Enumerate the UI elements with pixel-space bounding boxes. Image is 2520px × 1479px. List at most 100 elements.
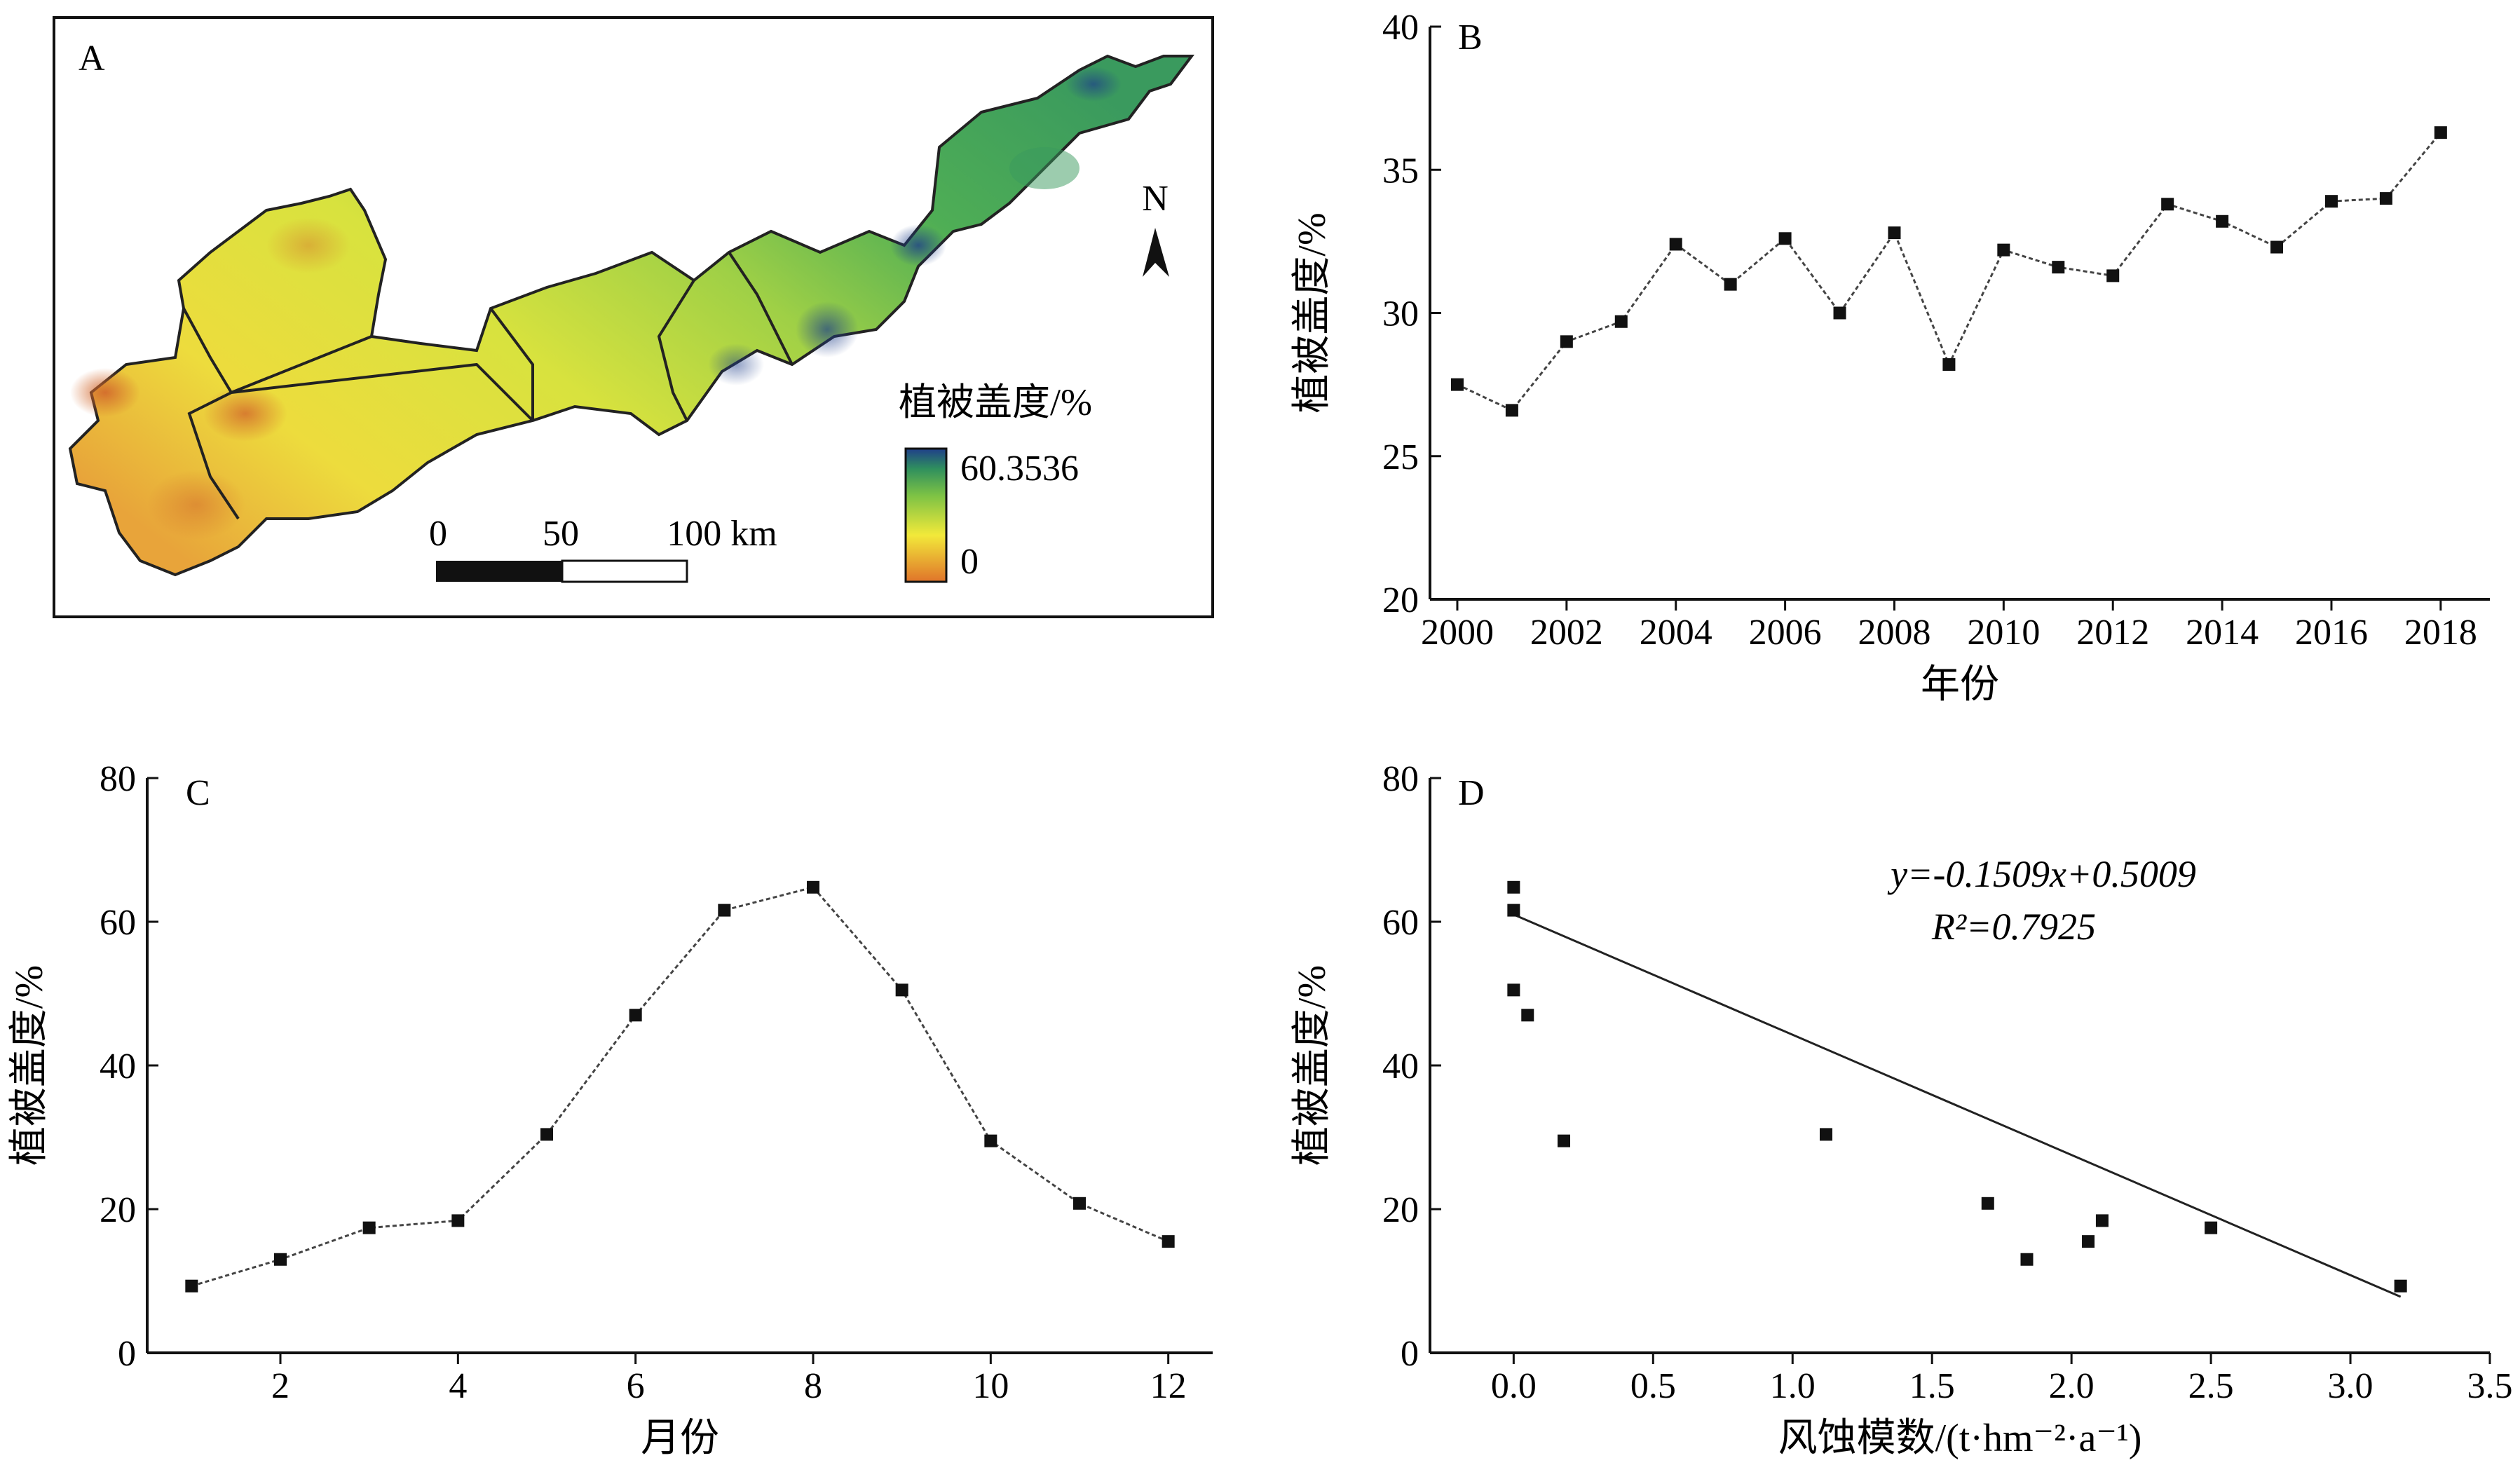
panel-label-c: C <box>186 773 210 813</box>
fit-equation: y=-0.1509x+0.5009 <box>1887 853 2196 895</box>
data-point <box>2434 126 2447 139</box>
y-tick-label: 0 <box>1401 1334 1419 1374</box>
scale-label-50: 50 <box>543 514 579 554</box>
y-tick-label: 40 <box>1382 1047 1419 1086</box>
x-tick-label: 2002 <box>1530 613 1603 653</box>
data-point <box>1507 904 1520 917</box>
data-point <box>2106 269 2120 282</box>
fit-r2: R²=0.7925 <box>1931 906 2096 948</box>
data-point <box>1614 315 1628 328</box>
x-tick-label: 2.5 <box>2188 1366 2234 1406</box>
panel-c-chart: C 0 20 40 60 80 2 4 6 8 10 12 月份 植被盖度/% <box>8 759 1213 1460</box>
y-axis-label: 植被盖度/% <box>1290 212 1334 413</box>
data-point <box>1450 378 1464 391</box>
data-point <box>1981 1197 1994 1210</box>
data-point <box>2394 1279 2407 1293</box>
data-point <box>2095 1214 2109 1227</box>
y-axis-label: 植被盖度/% <box>1290 965 1334 1166</box>
data-point <box>807 880 819 894</box>
data-point <box>2379 192 2392 205</box>
panel-a-map: A N 0 50 100 km 植被盖度/% 60.3536 0 <box>53 16 1214 618</box>
data-point <box>1669 238 1682 251</box>
data-point <box>2161 198 2174 211</box>
panel-label-b: B <box>1458 18 1483 57</box>
data-point <box>895 983 908 997</box>
north-label: N <box>1142 179 1169 219</box>
color-bar <box>904 447 948 583</box>
x-tick-label: 2010 <box>1967 613 2040 653</box>
data-point <box>1505 404 1518 417</box>
x-tick-label: 2018 <box>2404 613 2477 653</box>
x-tick-label: 2014 <box>2186 613 2259 653</box>
data-point <box>2216 214 2229 228</box>
legend-title: 植被盖度/% <box>899 381 1092 423</box>
data-point <box>1507 983 1520 997</box>
data-point <box>1997 243 2010 257</box>
fit-line <box>1513 913 2402 1298</box>
y-tick-label: 40 <box>100 1047 136 1086</box>
x-tick-label: 2008 <box>1858 613 1930 653</box>
x-tick-label: 2004 <box>1640 613 1712 653</box>
data-point <box>1162 1235 1175 1248</box>
x-tick-label: 0.5 <box>1630 1366 1676 1406</box>
district-borders <box>182 251 794 520</box>
scale-label-0: 0 <box>429 514 447 554</box>
data-point <box>1724 278 1737 291</box>
data-point <box>1942 358 1956 372</box>
region-shape <box>68 54 1194 577</box>
x-axis-label: 月份 <box>641 1417 719 1460</box>
y-tick-label: 25 <box>1382 437 1419 477</box>
y-tick-label: 40 <box>1382 8 1419 48</box>
data-point <box>362 1221 376 1234</box>
data-point <box>2020 1253 2034 1266</box>
y-tick-label: 80 <box>1382 759 1419 799</box>
data-point <box>2324 195 2338 208</box>
data-point <box>984 1134 997 1147</box>
panel-d-chart: D y=-0.1509x+0.5009 R²=0.7925 0 20 40 60 80 0… <box>1290 759 2513 1460</box>
y-tick-label: 20 <box>1382 580 1419 620</box>
north-arrow-icon <box>1143 228 1169 277</box>
x-tick-label: 6 <box>627 1366 645 1406</box>
scale-bar-black <box>436 561 562 582</box>
x-tick-label: 12 <box>1150 1366 1187 1406</box>
x-tick-label: 1.5 <box>1909 1366 1955 1406</box>
data-point <box>1833 306 1846 320</box>
panel-label-d: D <box>1458 773 1485 813</box>
y-tick-label: 80 <box>100 759 136 799</box>
scale-bar-white <box>561 559 688 583</box>
x-tick-label: 2006 <box>1749 613 1822 653</box>
data-point <box>1507 880 1520 894</box>
y-tick-label: 20 <box>100 1190 136 1230</box>
x-tick-label: 2012 <box>2076 613 2149 653</box>
x-tick-label: 0.0 <box>1491 1366 1537 1406</box>
legend-min: 0 <box>960 542 979 582</box>
data-point <box>1073 1197 1086 1210</box>
data-point <box>451 1214 465 1227</box>
x-tick-label: 1.0 <box>1770 1366 1816 1406</box>
data-point <box>1778 232 1792 245</box>
data-point <box>629 1009 642 1022</box>
data-point <box>1888 226 1901 240</box>
x-tick-label: 2 <box>271 1366 290 1406</box>
x-tick-label: 4 <box>449 1366 467 1406</box>
x-tick-label: 3.5 <box>2467 1366 2513 1406</box>
data-point <box>1560 335 1573 348</box>
x-axis-label: 风蚀模数/(t·hm⁻²·a⁻¹) <box>1778 1417 2142 1460</box>
data-point <box>2082 1235 2095 1248</box>
panel-b-chart: B 20 25 30 35 40 2000 2002 2004 2006 2008 2010 2012… <box>1290 8 2490 707</box>
data-point <box>2270 240 2284 254</box>
y-axis-label: 植被盖度/% <box>8 965 51 1166</box>
series-line <box>191 886 1169 1288</box>
y-tick-label: 0 <box>118 1334 136 1374</box>
data-point <box>1557 1134 1570 1147</box>
data-point <box>1820 1128 1833 1141</box>
x-tick-label: 2.0 <box>2049 1366 2095 1406</box>
y-tick-label: 35 <box>1382 151 1419 191</box>
legend-max: 60.3536 <box>960 449 1079 489</box>
data-point <box>718 904 731 917</box>
panel-label-a: A <box>79 39 105 79</box>
data-point <box>2052 261 2065 274</box>
x-tick-label: 8 <box>804 1366 822 1406</box>
data-point <box>274 1253 287 1266</box>
